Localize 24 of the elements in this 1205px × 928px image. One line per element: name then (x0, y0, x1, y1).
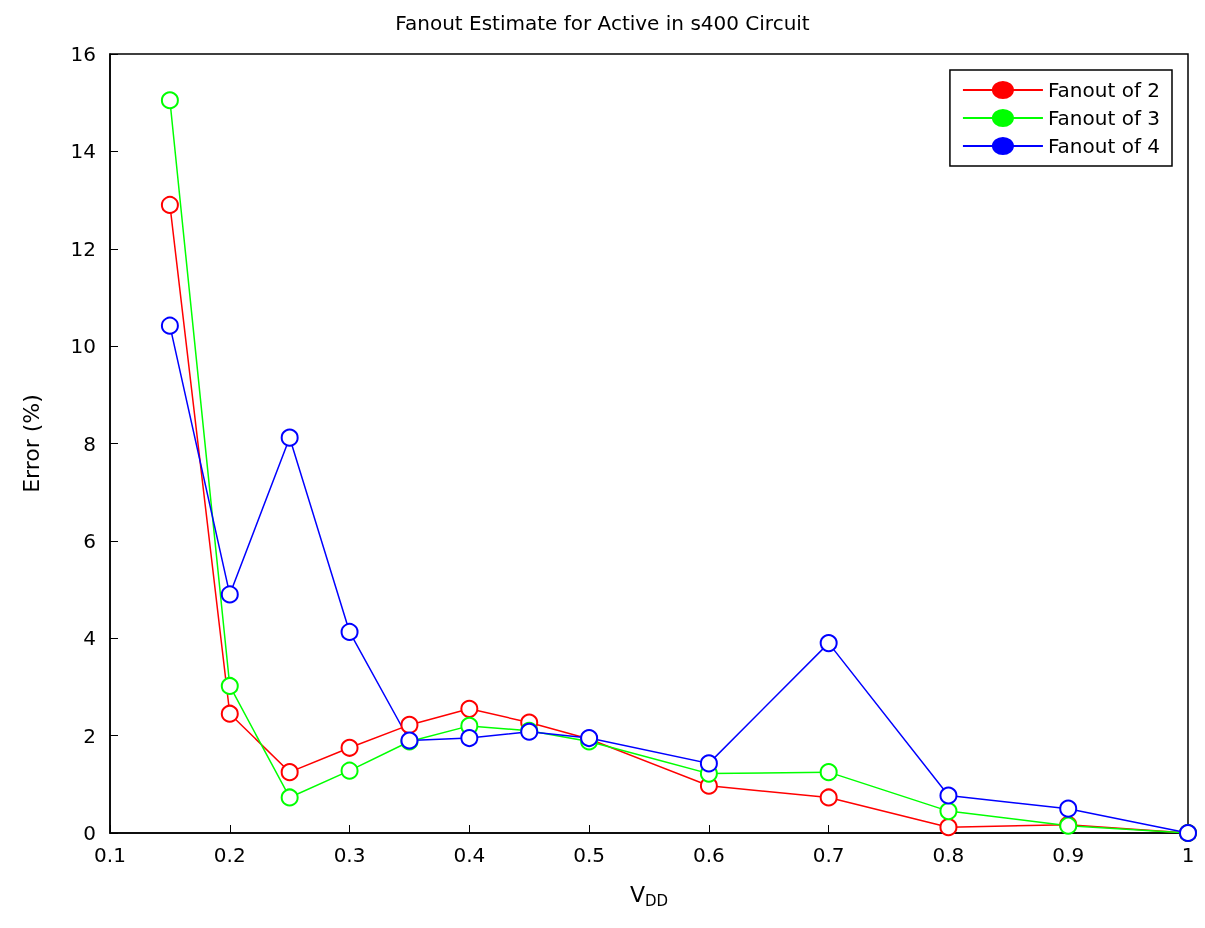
y-tick-label: 4 (83, 626, 96, 651)
y-tick-label: 0 (83, 821, 96, 845)
legend-label: Fanout of 2 (1047, 78, 1161, 102)
x-tick-label: 0.5 (573, 843, 606, 867)
y-tick-label: 12 (70, 236, 96, 261)
y-tick-label: 10 (70, 334, 96, 359)
x-tick-label: 0.8 (932, 843, 965, 867)
x-tick-label: 0.3 (333, 843, 366, 867)
x-tick-label: 0.1 (94, 843, 126, 867)
y-axis-title: Error (%) (18, 394, 44, 493)
y-tick-label: 8 (83, 431, 96, 456)
chart-title: Fanout Estimate for Active in s400 Circuit (395, 11, 810, 35)
y-tick-label: 2 (83, 723, 96, 748)
y-tick-label: 6 (83, 528, 96, 553)
x-tick-label: 0.9 (1052, 843, 1085, 867)
x-tick-label: 0.4 (453, 843, 486, 867)
x-tick-label: 0.7 (812, 843, 845, 867)
x-tick-label: 0.6 (692, 843, 725, 867)
x-tick-label: 0.2 (213, 843, 246, 867)
legend-label: Fanout of 3 (1047, 106, 1161, 130)
y-tick-label: 14 (70, 139, 96, 164)
y-tick-label: 16 (70, 42, 96, 66)
x-tick-label: 1 (1181, 843, 1195, 867)
legend-label: Fanout of 4 (1047, 134, 1161, 158)
